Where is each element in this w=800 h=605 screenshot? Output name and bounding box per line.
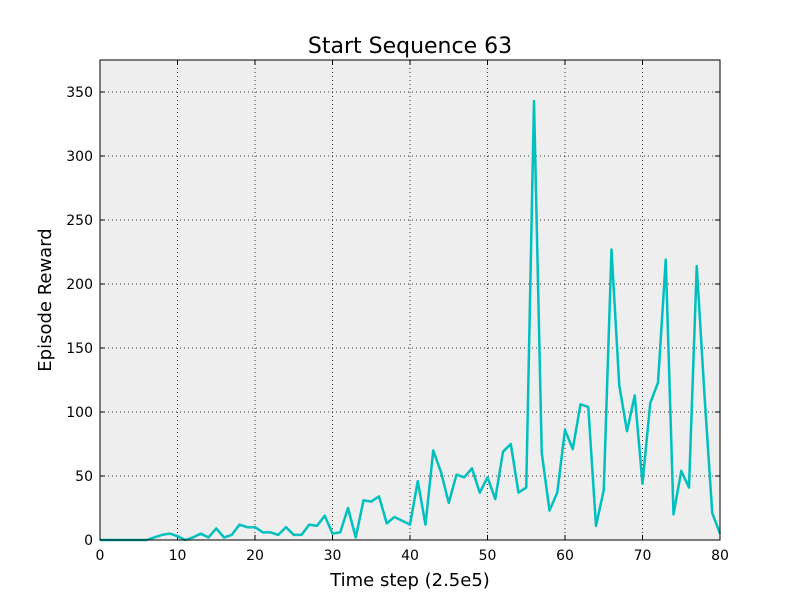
x-tick-label: 50: [479, 548, 497, 564]
x-tick-label: 70: [634, 548, 652, 564]
x-tick-label: 40: [401, 548, 419, 564]
y-tick-label: 200: [66, 277, 93, 293]
y-tick-label: 50: [75, 469, 93, 485]
x-tick-label: 80: [711, 548, 729, 564]
y-tick-label: 300: [66, 149, 93, 165]
series-line: [100, 99, 722, 542]
y-tick-label: 250: [66, 213, 93, 229]
y-tick-label: 0: [84, 533, 93, 549]
chart-title: Start Sequence 63: [308, 34, 512, 59]
x-tick-label: 10: [169, 548, 187, 564]
y-tick-label: 350: [66, 85, 93, 101]
y-tick-label: 100: [66, 405, 93, 421]
axis-ticks: 0 10 20 30 40 50 60 70 80 0 50 100 150 200 250 300 350: [66, 60, 729, 564]
y-axis-label: Episode Reward: [35, 228, 56, 371]
x-tick-label: 30: [324, 548, 342, 564]
x-tick-label: 0: [96, 548, 105, 564]
x-tick-label: 60: [556, 548, 574, 564]
plot-frame: [99, 59, 721, 541]
y-tick-label: 150: [66, 341, 93, 357]
x-tick-label: 20: [246, 548, 264, 564]
x-axis-label: Time step (2.5e5): [329, 570, 490, 591]
